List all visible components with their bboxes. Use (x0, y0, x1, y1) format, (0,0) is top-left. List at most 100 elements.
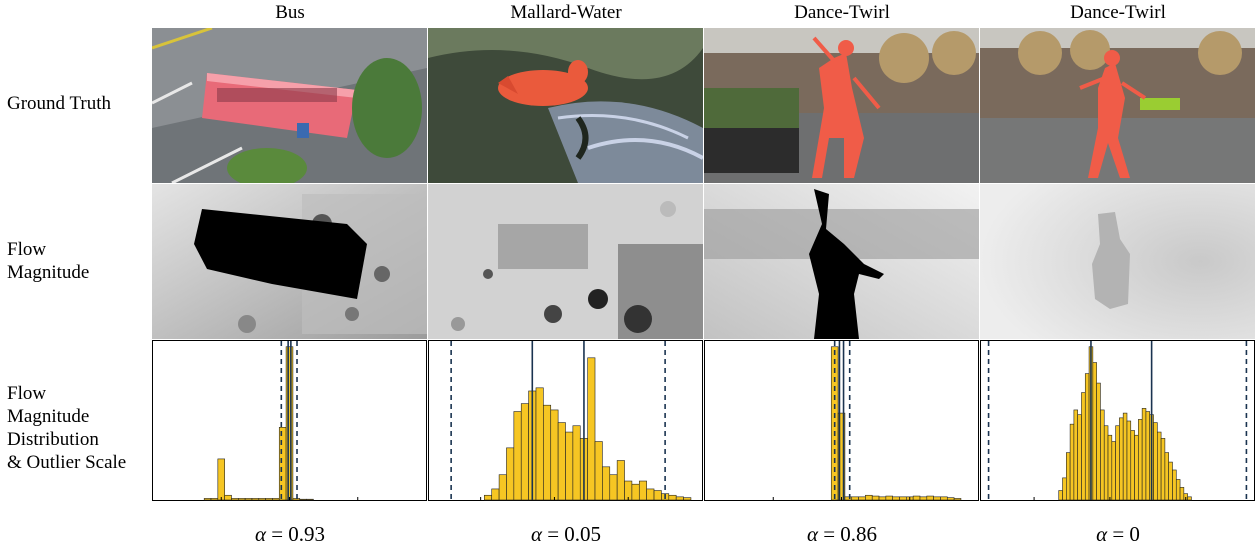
row-label-line: Flow (7, 239, 47, 260)
row-label-line: Magnitude (7, 262, 90, 283)
histogram-bar (1179, 487, 1185, 501)
gt-image-mallard (428, 28, 703, 183)
histogram-bar (940, 496, 948, 501)
histogram-bar (217, 458, 225, 501)
histogram-bar (933, 496, 941, 501)
histogram-bar (668, 494, 677, 501)
histogram-bar (557, 422, 566, 501)
row-label-flow-magnitude: Flow Magnitude (7, 238, 89, 284)
histogram-bus-svg: -10010 (152, 340, 427, 514)
histogram-bar (1168, 461, 1173, 501)
alpha-value: = 0.93 (271, 522, 326, 546)
histogram-bar (285, 346, 294, 501)
histogram-bar (506, 447, 515, 501)
histogram-bar (565, 431, 574, 501)
histogram-bar (1134, 434, 1139, 501)
flow-image-bus (152, 184, 427, 339)
histogram-bar (878, 496, 887, 501)
row-label-line: Flow (7, 383, 47, 404)
histogram-bar (1164, 452, 1169, 501)
histogram-bar (892, 496, 900, 501)
histogram-bar (1111, 441, 1116, 501)
histogram-bar (272, 498, 280, 501)
histogram-bar (1084, 373, 1090, 501)
alpha-label-bus: α = 0.93 (152, 522, 428, 547)
histogram-bar (609, 474, 618, 501)
row-label-line: Distribution (7, 429, 99, 450)
histogram-bar (1081, 392, 1086, 501)
gt-image-bus (152, 28, 427, 183)
histogram-bar (851, 496, 859, 501)
row-label-ground-truth: Ground Truth (7, 93, 111, 114)
histogram-bar (244, 498, 253, 501)
histogram-bar (210, 498, 219, 501)
histogram-bar (946, 497, 955, 501)
histogram-bar (550, 409, 559, 501)
histogram-bar (899, 496, 907, 501)
histogram-bar (1126, 420, 1132, 501)
histogram-bar (203, 498, 212, 501)
histogram-bar (844, 496, 853, 501)
histogram-bar (1119, 417, 1124, 501)
flow-image-mallard (428, 184, 703, 339)
histogram-bar (306, 498, 314, 501)
histogram-bar (1145, 411, 1151, 501)
histogram-bar (1100, 409, 1105, 501)
alpha-label-dance-twirl-2: α = 0 (980, 522, 1255, 547)
histogram-bar (871, 495, 880, 501)
histogram-bar (535, 387, 544, 501)
histogram-bar (1160, 438, 1166, 501)
column-title-dance-twirl-2: Dance-Twirl (1070, 2, 1166, 23)
histogram-dance-twirl-1: -10010 (704, 340, 979, 514)
histogram-bus: -10010 (152, 340, 427, 514)
histogram-mallard: -10010 (428, 340, 703, 514)
histogram-bar (1092, 362, 1097, 501)
histogram-bar (1130, 430, 1135, 501)
histogram-bar (1077, 414, 1082, 501)
alpha-symbol: α (1096, 522, 1108, 546)
histogram-bar (238, 498, 246, 501)
histogram-bar (587, 357, 596, 501)
histogram-bar (1187, 496, 1192, 501)
histogram-bar (1096, 382, 1101, 501)
histogram-bar (912, 495, 921, 501)
gt-image-dance-twirl-2 (980, 28, 1255, 183)
histogram-bar (231, 498, 239, 501)
alpha-value: = 0.86 (823, 522, 878, 546)
histogram-bar (631, 483, 640, 501)
histogram-bar (513, 411, 522, 501)
histogram-bar (1069, 423, 1075, 501)
alpha-symbol: α (806, 522, 818, 546)
row-label-distribution: Flow Magnitude Distribution & Outlier Sc… (7, 382, 126, 474)
histogram-dance-twirl-2-svg: -20020 (980, 340, 1255, 514)
histogram-bar (543, 404, 552, 501)
histogram-bar (602, 466, 611, 501)
histogram-bar (646, 488, 655, 501)
histogram-bar (1172, 469, 1177, 501)
histogram-bar (1062, 477, 1067, 501)
alpha-symbol: α (530, 522, 542, 546)
histogram-bar (1107, 434, 1113, 501)
histogram-bar (251, 498, 260, 501)
histogram-bar (484, 494, 493, 501)
column-title-bus: Bus (275, 2, 305, 23)
row-label-line: Magnitude (7, 406, 90, 427)
histogram-bar (616, 460, 625, 501)
histogram-bar (1138, 419, 1143, 501)
histogram-bar (299, 498, 307, 501)
gt-image-dance-twirl-1 (704, 28, 979, 183)
alpha-label-dance-twirl-1: α = 0.86 (704, 522, 980, 547)
histogram-bar (1066, 452, 1071, 501)
histogram-bar (1157, 431, 1162, 501)
histogram-bar (1058, 490, 1063, 501)
histogram-bar (520, 403, 529, 501)
column-title-mallard-water: Mallard-Water (510, 2, 622, 23)
histogram-bar (1153, 422, 1158, 501)
alpha-symbol: α (254, 522, 266, 546)
histogram-mallard-svg: -10010 (428, 340, 703, 514)
histogram-bar (1073, 409, 1078, 501)
histogram-bar (885, 495, 893, 501)
flow-image-dance-twirl-2 (980, 184, 1255, 339)
histogram-bar (926, 495, 934, 501)
histogram-dance-twirl-2: -20020 (980, 340, 1255, 514)
